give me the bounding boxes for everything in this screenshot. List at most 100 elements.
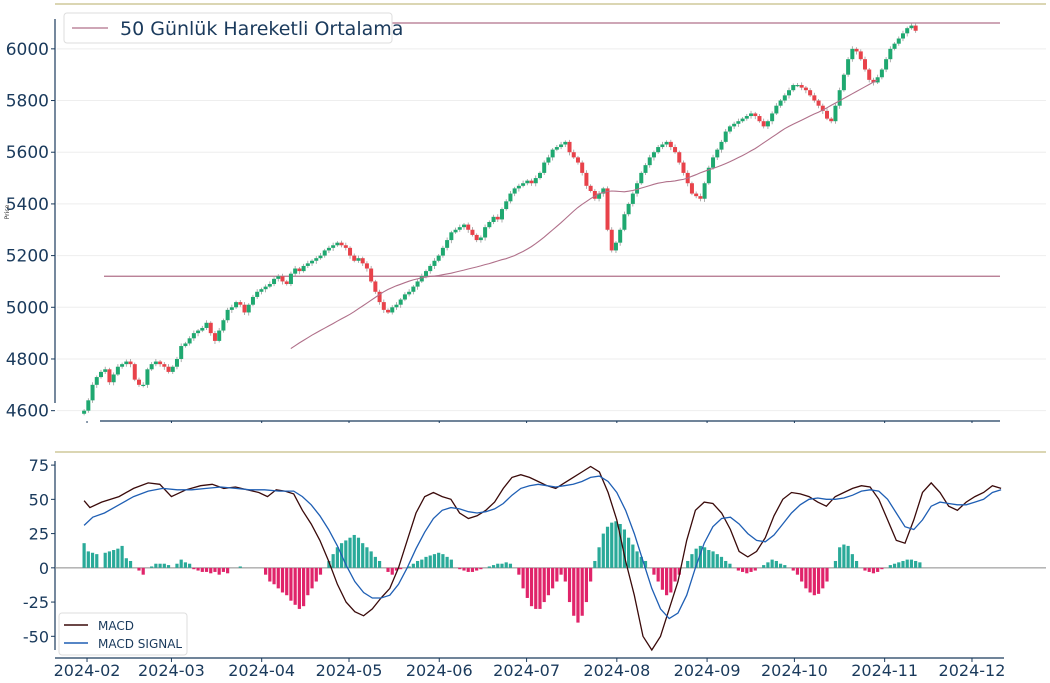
candle-body (115, 366, 120, 375)
macd-histogram-bar (665, 567, 669, 596)
candle-body (571, 152, 576, 158)
macd-histogram-bar (567, 567, 572, 603)
candle-body (715, 149, 720, 158)
macd-histogram-bar (791, 567, 795, 571)
candle-body (335, 242, 340, 246)
price-tick-label: 4600 (6, 402, 49, 422)
candle-body (816, 100, 821, 106)
candle-body (234, 302, 239, 308)
macd-histogram-bar (226, 567, 230, 574)
candle-body (597, 193, 602, 199)
candle-body (862, 59, 867, 70)
macd-histogram-bar (631, 544, 635, 568)
candle-body (660, 144, 665, 148)
macd-histogram-bar (390, 567, 394, 575)
macd-histogram-bar (800, 567, 804, 582)
macd-histogram-bar (179, 559, 183, 568)
candle-body (580, 162, 585, 173)
candle-body (905, 28, 910, 34)
x-tick-label: 2024-04 (228, 661, 295, 680)
macd-histogram-bar (690, 554, 694, 568)
macd-histogram-bar (605, 526, 610, 568)
macd-histogram-bar (352, 534, 356, 568)
price-gridlines (57, 48, 1046, 412)
macd-histogram-bar (445, 556, 449, 568)
macd-histogram-bar (576, 567, 580, 623)
candle-body (212, 333, 217, 341)
price-y-axis: 4600 4800 5000 5200 5400 5600 5800 6000 (6, 19, 1000, 422)
macd-histogram-bar (724, 560, 728, 568)
macd-histogram-bar (504, 562, 508, 568)
candle-body (673, 147, 678, 153)
macd-histogram-bar (302, 567, 306, 607)
candle-body (529, 180, 534, 184)
candle-body (884, 59, 889, 70)
candle-body (166, 366, 171, 372)
candle-body (799, 85, 804, 88)
price-legend: 50 Günlük Hareketli Ortalama (63, 12, 403, 44)
macd-histogram-bar (711, 551, 715, 568)
macd-histogram-bar (580, 567, 584, 616)
price-horizontal-lines (64, 22, 1000, 277)
macd-histogram-bar (128, 560, 133, 568)
candle-body (267, 284, 272, 287)
macd-histogram-bar (715, 554, 719, 568)
macd-tick-label: 75 (29, 456, 49, 475)
candle-body (900, 33, 905, 39)
candle-body (618, 229, 623, 243)
macd-histogram-bar (420, 559, 424, 568)
candle-body (909, 25, 914, 29)
candle-body (419, 276, 424, 282)
candle-body (259, 289, 264, 292)
macd-histogram-bar (854, 560, 859, 568)
candle-body (217, 330, 222, 341)
macd-histogram-bar (373, 556, 377, 568)
macd-histogram-bar (462, 567, 466, 571)
macd-histogram-bar (82, 543, 86, 568)
x-tick-label: 2024-12 (939, 661, 1006, 680)
candle-body (559, 144, 564, 148)
candle-body (677, 152, 682, 163)
candle-body (723, 131, 728, 142)
candle-body (736, 121, 741, 124)
macd-legend: MACD MACD SIGNAL (58, 612, 188, 656)
candle-body (740, 118, 745, 122)
candle-body (390, 307, 395, 313)
macd-signal-line (83, 475, 1002, 620)
candle-body (626, 203, 631, 215)
macd-histogram-bar (344, 540, 348, 568)
macd-histogram-bar (491, 565, 496, 568)
candle-body (462, 224, 467, 228)
candle-body (111, 374, 116, 383)
x-tick-label: 2024-08 (583, 661, 650, 680)
candle-body (698, 196, 703, 199)
macd-histogram-bar (897, 562, 901, 568)
candle-body (787, 90, 792, 96)
macd-histogram-bar (871, 567, 876, 574)
price-tick-label: 5600 (6, 143, 49, 163)
macd-histogram-bar (466, 567, 470, 572)
macd-histogram-bar (597, 547, 601, 568)
legend-signal-label: MACD SIGNAL (98, 637, 182, 651)
macd-histogram-bar (762, 565, 766, 568)
candle-body (668, 141, 673, 148)
candle-body (592, 190, 597, 199)
macd-histogram-bar (618, 524, 622, 568)
candle-body (892, 43, 897, 49)
x-tick-label: 2024-02 (54, 661, 121, 680)
macd-histogram-bar (314, 567, 318, 582)
candle-body (402, 294, 407, 300)
candle-body (86, 400, 91, 411)
candle-body (153, 361, 158, 365)
macd-histogram-bar (90, 552, 95, 568)
x-tick-label: 2024-03 (138, 661, 205, 680)
candle-body (339, 242, 344, 246)
macd-histogram-bar (749, 567, 753, 572)
macd-histogram-bar (783, 565, 787, 568)
price-legend-box (63, 12, 393, 44)
candle-body (474, 234, 479, 241)
candle-body (508, 193, 513, 202)
candle-body (407, 291, 412, 295)
macd-histogram-bar (736, 567, 740, 571)
candle-body (179, 346, 184, 359)
